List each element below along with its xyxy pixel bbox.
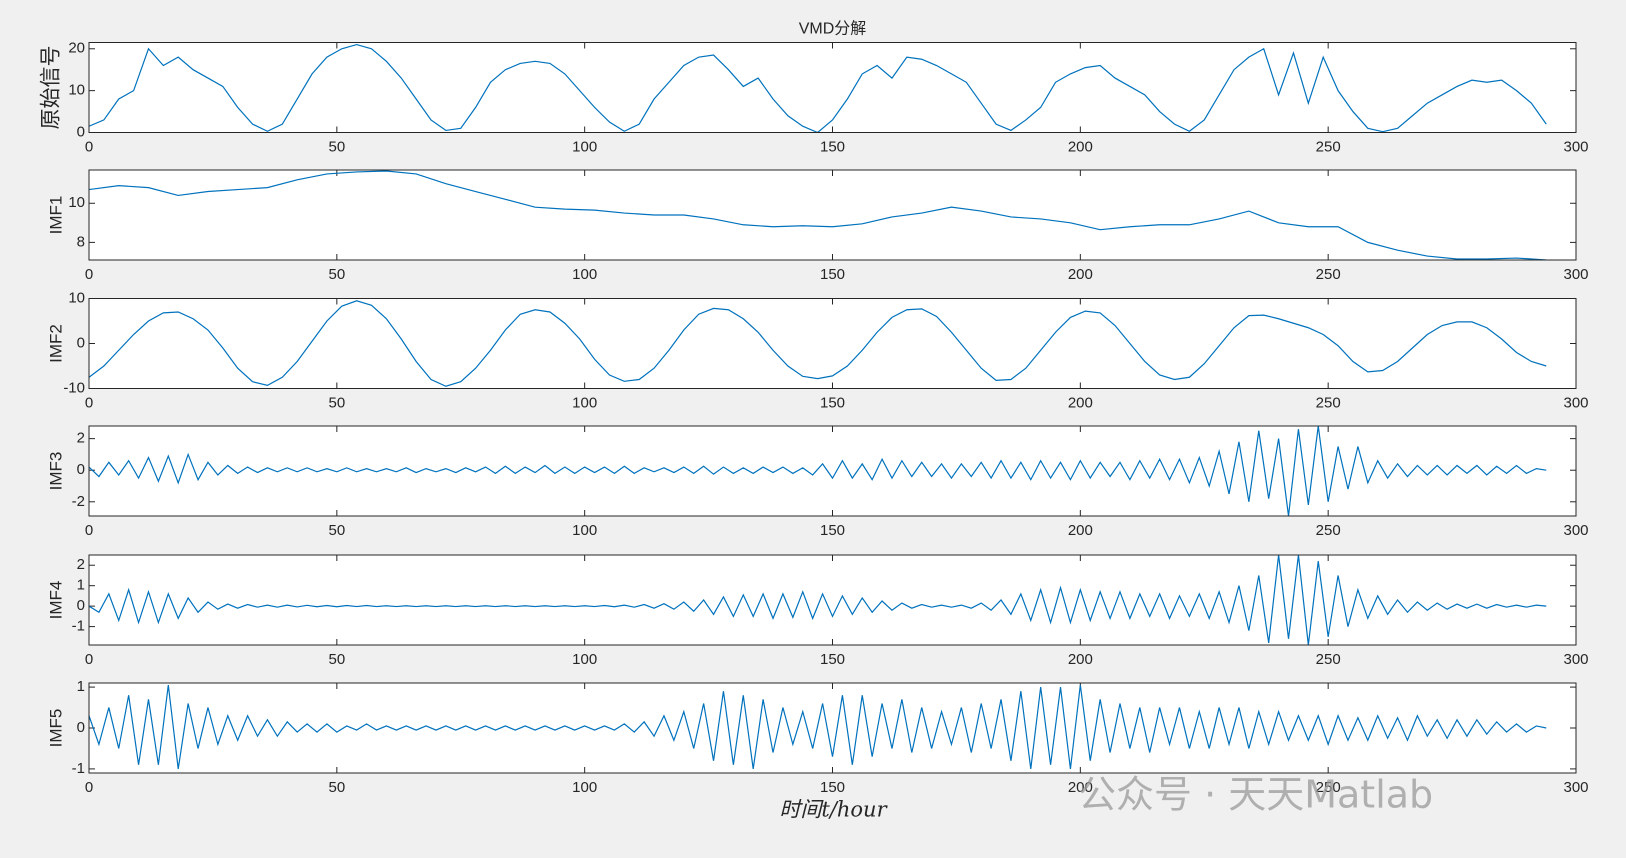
axes-box <box>88 425 1577 517</box>
axes-background <box>89 555 1576 645</box>
x-tick-label: 50 <box>328 522 345 539</box>
y-tick-label: 2 <box>77 430 85 447</box>
axes-background <box>89 42 1576 133</box>
x-tick-label: 150 <box>820 394 845 411</box>
x-tick-label: 50 <box>328 138 345 155</box>
x-tick-label: 0 <box>85 394 93 411</box>
axes-box <box>88 682 1577 774</box>
x-axis-label: 时间t/hour <box>779 798 888 822</box>
y-tick-label: 10 <box>68 82 85 99</box>
y-axis-label: IMF2 <box>46 324 65 363</box>
axes-background <box>89 683 1576 773</box>
x-tick-label: 200 <box>1068 779 1093 796</box>
y-tick-label: 8 <box>77 233 85 250</box>
watermark: 公众号 · 天天Matlab <box>1078 773 1433 817</box>
y-axis-label: IMF4 <box>46 581 65 620</box>
x-tick-label: 150 <box>820 779 845 796</box>
axes-background <box>89 298 1576 389</box>
y-tick-label: -1 <box>72 760 85 777</box>
x-tick-label: 150 <box>820 651 845 668</box>
x-tick-label: 250 <box>1316 138 1341 155</box>
x-tick-label: 150 <box>820 266 845 283</box>
y-tick-label: 10 <box>68 289 85 306</box>
signal-line <box>89 426 1547 516</box>
x-tick-label: 250 <box>1316 522 1341 539</box>
x-tick-label: 300 <box>1563 779 1588 796</box>
x-tick-label: 200 <box>1068 138 1093 155</box>
x-tick-label: 250 <box>1316 266 1341 283</box>
x-tick-label: 250 <box>1316 651 1341 668</box>
x-tick-label: 300 <box>1563 394 1588 411</box>
x-tick-label: 0 <box>85 266 93 283</box>
y-tick-label: 0 <box>77 334 85 351</box>
y-tick-label: -10 <box>63 379 85 396</box>
x-tick-label: 150 <box>820 138 845 155</box>
x-tick-label: 150 <box>820 522 845 539</box>
y-axis-label: IMF3 <box>46 452 65 491</box>
x-tick-label: 200 <box>1068 266 1093 283</box>
y-tick-label: -2 <box>72 493 85 510</box>
x-tick-label: 300 <box>1563 138 1588 155</box>
x-tick-label: 0 <box>85 779 93 796</box>
x-tick-label: 50 <box>328 266 345 283</box>
x-tick-label: 300 <box>1563 522 1588 539</box>
x-tick-label: 100 <box>572 266 597 283</box>
x-tick-label: 100 <box>572 138 597 155</box>
x-tick-label: 250 <box>1316 394 1341 411</box>
y-tick-label: -1 <box>72 618 85 635</box>
y-tick-label: 1 <box>77 577 85 594</box>
x-tick-label: 250 <box>1316 779 1341 796</box>
axes-background <box>89 170 1576 260</box>
chart-title: VMD分解 <box>799 20 867 38</box>
y-tick-label: 0 <box>77 461 85 478</box>
x-tick-label: 200 <box>1068 394 1093 411</box>
x-tick-label: 0 <box>85 138 93 155</box>
x-tick-label: 300 <box>1563 266 1588 283</box>
signal-line <box>89 170 1547 260</box>
x-tick-label: 300 <box>1563 651 1588 668</box>
x-tick-label: 100 <box>572 522 597 539</box>
axes-box <box>88 42 1577 133</box>
x-tick-label: 200 <box>1068 522 1093 539</box>
y-tick-label: 1 <box>77 678 85 695</box>
y-axis-label: IMF5 <box>46 709 65 748</box>
y-axis-label: IMF1 <box>46 196 65 235</box>
y-tick-label: 2 <box>77 556 85 573</box>
x-tick-label: 200 <box>1068 651 1093 668</box>
x-tick-label: 0 <box>85 522 93 539</box>
y-axis-label: 原始信号 <box>39 46 63 130</box>
axes-background <box>89 426 1576 516</box>
x-tick-label: 0 <box>85 651 93 668</box>
y-tick-label: 10 <box>68 194 85 211</box>
signal-line <box>89 300 1547 387</box>
y-tick-label: 0 <box>77 123 85 140</box>
x-tick-label: 100 <box>572 779 597 796</box>
x-tick-label: 50 <box>328 651 345 668</box>
x-tick-label: 100 <box>572 651 597 668</box>
x-tick-label: 100 <box>572 394 597 411</box>
signal-line <box>89 684 1547 769</box>
axes-box <box>88 169 1577 261</box>
y-tick-label: 20 <box>68 40 85 57</box>
axes-box <box>88 554 1577 646</box>
signal-line <box>89 43 1547 133</box>
x-tick-label: 50 <box>328 394 345 411</box>
y-tick-label: 0 <box>77 597 85 614</box>
x-tick-label: 50 <box>328 779 345 796</box>
y-tick-label: 0 <box>77 719 85 736</box>
signal-line <box>89 555 1547 645</box>
axes-box <box>88 298 1577 389</box>
